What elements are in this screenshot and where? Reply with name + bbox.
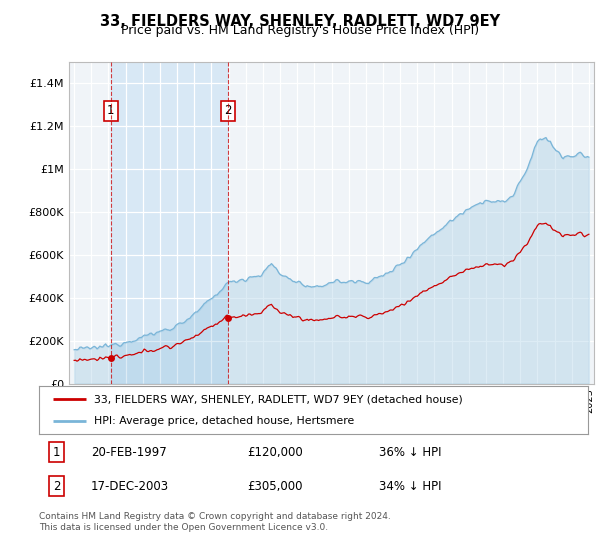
Text: £305,000: £305,000	[248, 480, 303, 493]
Text: 17-DEC-2003: 17-DEC-2003	[91, 480, 169, 493]
Text: 1: 1	[53, 446, 60, 459]
Text: £120,000: £120,000	[248, 446, 304, 459]
Text: 2: 2	[53, 480, 60, 493]
Text: Price paid vs. HM Land Registry's House Price Index (HPI): Price paid vs. HM Land Registry's House …	[121, 24, 479, 37]
Text: 36% ↓ HPI: 36% ↓ HPI	[379, 446, 442, 459]
Text: 1: 1	[107, 105, 115, 118]
Text: 33, FIELDERS WAY, SHENLEY, RADLETT, WD7 9EY: 33, FIELDERS WAY, SHENLEY, RADLETT, WD7 …	[100, 14, 500, 29]
Bar	[110, 62, 228, 384]
Text: Contains HM Land Registry data © Crown copyright and database right 2024.
This d: Contains HM Land Registry data © Crown c…	[39, 512, 391, 532]
Text: 2: 2	[224, 105, 232, 118]
Text: HPI: Average price, detached house, Hertsmere: HPI: Average price, detached house, Hert…	[94, 416, 354, 426]
Text: 34% ↓ HPI: 34% ↓ HPI	[379, 480, 442, 493]
Text: 20-FEB-1997: 20-FEB-1997	[91, 446, 167, 459]
Text: 33, FIELDERS WAY, SHENLEY, RADLETT, WD7 9EY (detached house): 33, FIELDERS WAY, SHENLEY, RADLETT, WD7 …	[94, 394, 463, 404]
